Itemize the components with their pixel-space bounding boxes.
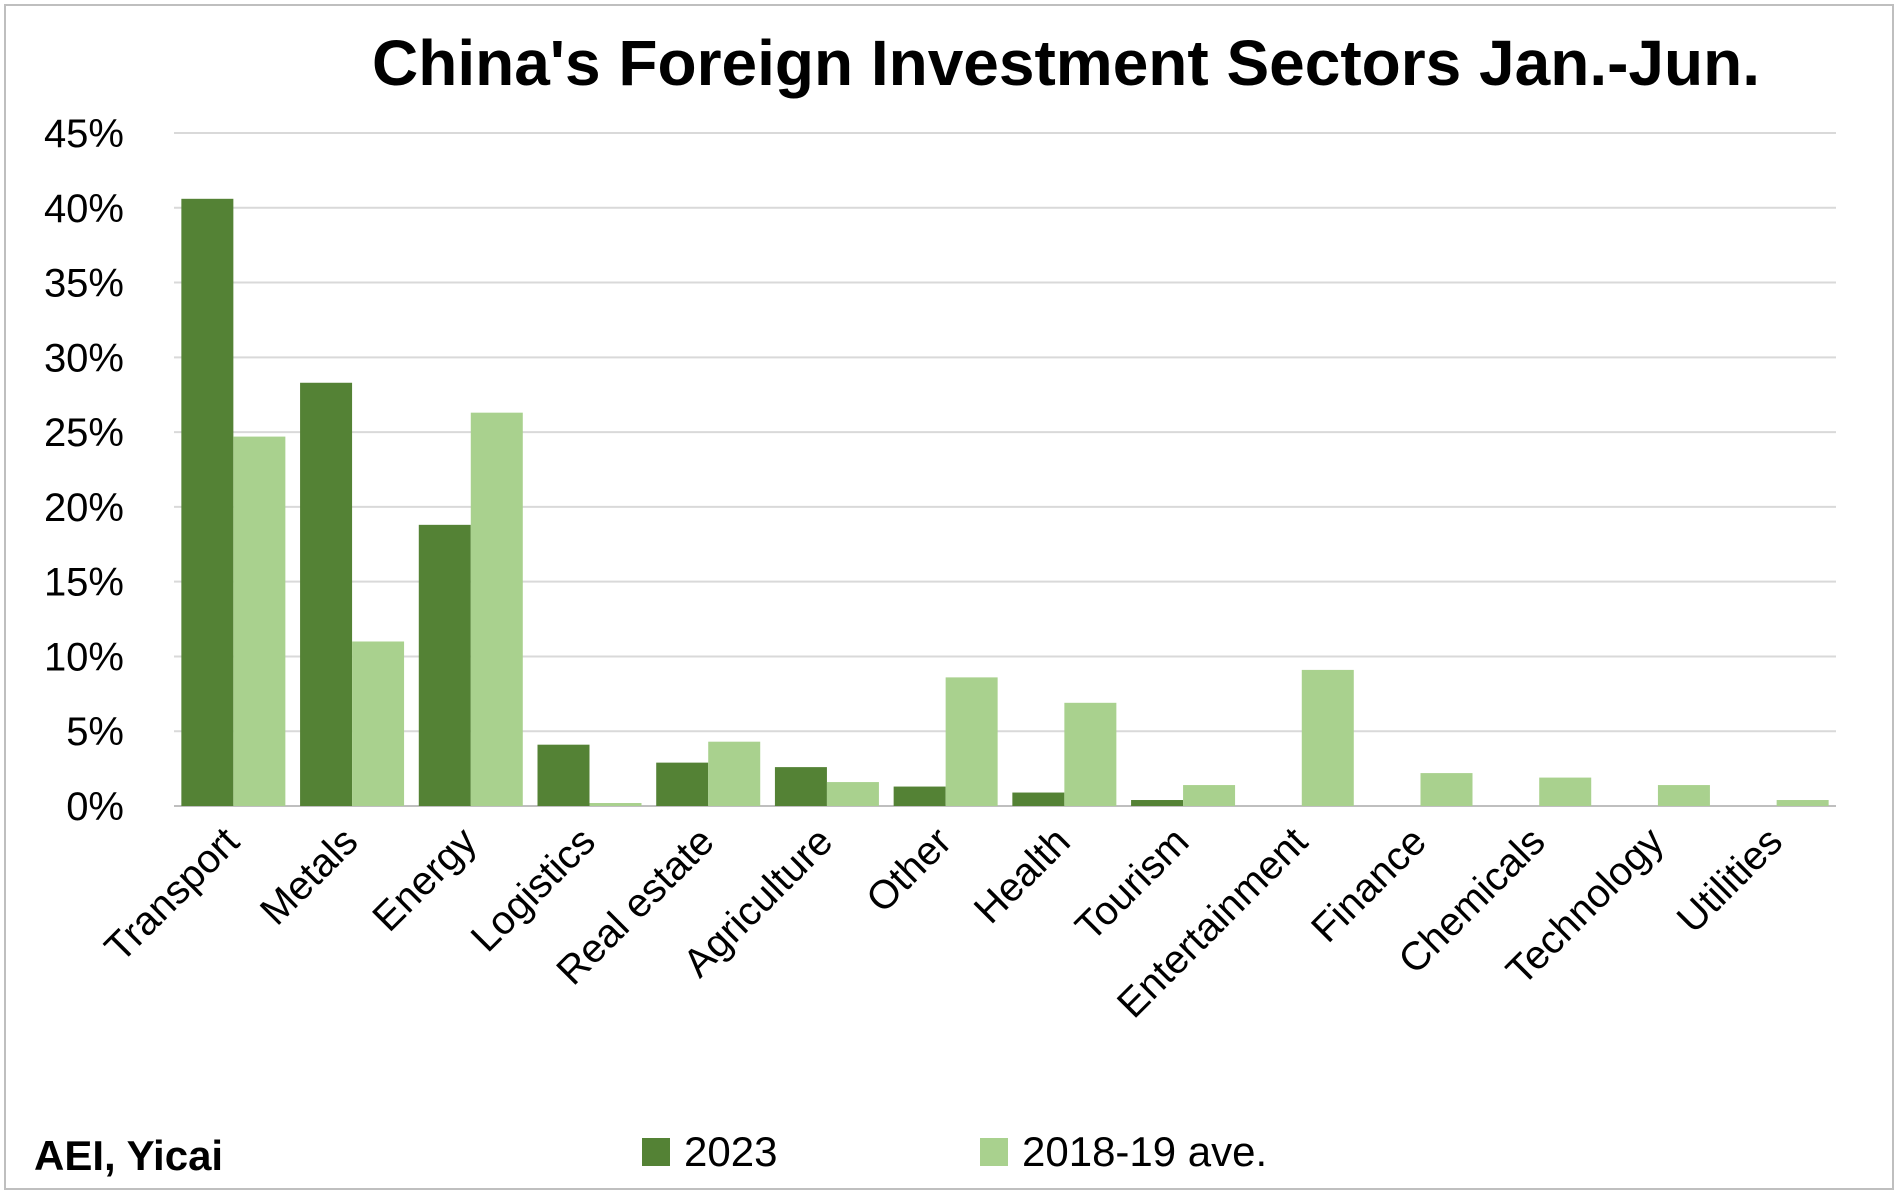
bar-2018-19 — [945, 677, 998, 806]
legend-label-2023: 2023 — [684, 1128, 778, 1175]
x-tick-label: Utilities — [1669, 819, 1791, 941]
bar-2018-19 — [233, 436, 286, 806]
bar-2018-19 — [826, 782, 879, 806]
source-note: AEI, Yicai — [34, 1132, 224, 1179]
bar-2023 — [300, 382, 353, 806]
legend-label-2018-19: 2018-19 ave. — [1022, 1128, 1268, 1175]
x-tick-label: Health — [966, 819, 1079, 932]
bar-2023 — [1131, 800, 1184, 806]
y-tick-label: 15% — [44, 561, 124, 605]
bar-2018-19 — [1657, 785, 1710, 806]
bar-2018-19 — [470, 412, 523, 806]
legend-item-2018-19: 2018-19 ave. — [980, 1128, 1267, 1176]
chart-plot: 0% 5% 10% 15% 20% 25% 30% 35% 40% 45% Transport Met… — [44, 112, 1836, 1026]
bar-2023 — [418, 524, 471, 806]
bar-2023 — [181, 198, 234, 806]
chart-title: China's Foreign Investment Sectors Jan.-… — [372, 27, 1760, 99]
bar-2023 — [774, 767, 827, 806]
bar-2018-19 — [1064, 702, 1117, 806]
legend-item-2023: 2023 — [642, 1128, 777, 1176]
legend-swatch-2018-19 — [980, 1138, 1008, 1166]
bar-2023 — [893, 786, 946, 806]
bar-2018-19 — [1776, 800, 1829, 806]
x-tick-label: Metals — [252, 819, 366, 933]
y-tick-label: 5% — [66, 710, 124, 754]
bar-2023 — [1012, 792, 1065, 806]
x-tick-label: Transport — [97, 819, 248, 970]
legend-swatch-2023 — [642, 1138, 670, 1166]
bar-2018-19 — [1539, 777, 1592, 806]
y-tick-label: 20% — [44, 486, 124, 530]
y-tick-label: 45% — [44, 112, 124, 156]
x-tick-label: Energy — [364, 819, 485, 940]
bar-2018-19 — [708, 741, 761, 806]
bar-2018-19 — [1301, 669, 1354, 806]
bar-2018-19 — [1183, 785, 1236, 806]
bar-2018-19 — [1420, 773, 1473, 806]
bar-2018-19 — [352, 641, 405, 806]
bar-2023 — [537, 744, 590, 806]
chart-frame: China's Foreign Investment Sectors Jan.-… — [4, 4, 1894, 1190]
bar-2018-19 — [589, 803, 642, 806]
y-tick-label: 35% — [44, 262, 124, 306]
y-tick-label: 0% — [66, 785, 124, 829]
y-tick-label: 25% — [44, 411, 124, 455]
bar-2023 — [656, 762, 709, 806]
y-tick-label: 10% — [44, 635, 124, 679]
y-tick-label: 40% — [44, 187, 124, 231]
y-tick-label: 30% — [44, 336, 124, 380]
x-tick-label: Other — [858, 819, 960, 921]
